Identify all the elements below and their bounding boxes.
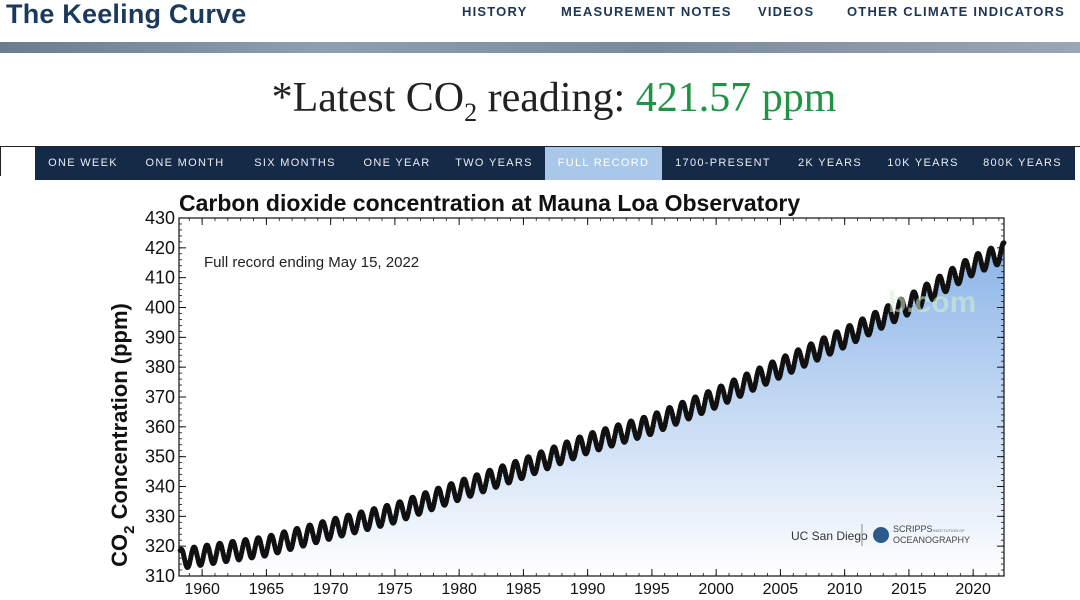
tab-2k-years[interactable]: 2K YEARS	[797, 157, 862, 169]
y-tick-label: 400	[145, 298, 175, 318]
tab-10k-years[interactable]: 10K YEARS	[887, 157, 959, 169]
top-header: The Keeling Curve HISTORY MEASUREMENT NO…	[0, 0, 1080, 42]
x-tick-label: 1960	[184, 581, 220, 598]
y-tick-label: 350	[145, 447, 175, 467]
reading-subscript: 2	[464, 98, 478, 127]
data-point	[1001, 240, 1007, 246]
tab-six-months[interactable]: SIX MONTHS	[254, 157, 336, 169]
svg-text:CO2 Concentration (ppm): CO2 Concentration (ppm)	[107, 303, 138, 567]
y-tick-label: 430	[145, 208, 175, 228]
scripps-logo-line2: INSTITUTION OF	[933, 528, 965, 533]
x-tick-label: 1990	[570, 581, 606, 598]
y-tick-label: 340	[145, 477, 175, 497]
ucsd-logo: UC San Diego	[791, 529, 868, 543]
co2-chart: Carbon dioxide concentration at Mauna Lo…	[107, 190, 1007, 598]
x-tick-label: 2000	[698, 581, 734, 598]
y-label-co: CO	[107, 534, 132, 567]
x-tick-label: 1980	[441, 581, 477, 598]
y-tick-label: 410	[145, 268, 175, 288]
divider-left	[0, 146, 1, 176]
latest-reading: *Latest CO2 reading: 421.57 ppm	[0, 74, 1080, 127]
x-tick-label: 1975	[377, 581, 413, 598]
data-points	[177, 240, 1007, 570]
y-label-sub: 2	[121, 526, 138, 534]
site-title[interactable]: The Keeling Curve	[6, 0, 247, 29]
y-label-rest: Concentration (ppm)	[107, 303, 132, 525]
y-tick-label: 380	[145, 357, 175, 377]
plot-area: 310 320 330 340 350 360 370 380 390 400 410 420 430 1…	[145, 208, 1007, 598]
nav-measurement-notes[interactable]: MEASUREMENT NOTES	[561, 4, 732, 19]
x-tick-label: 2020	[955, 581, 991, 598]
tab-one-month[interactable]: ONE MONTH	[145, 157, 225, 169]
x-tick-label: 2015	[891, 581, 927, 598]
divider	[0, 146, 1080, 147]
header-banner	[0, 42, 1080, 53]
y-tick-label: 320	[145, 536, 175, 556]
y-tick-label: 370	[145, 387, 175, 407]
reading-value: 421.57 ppm	[635, 75, 837, 121]
y-tick-label: 420	[145, 238, 175, 258]
reading-prefix: *Latest CO	[271, 75, 465, 121]
x-tick-label: 1970	[313, 581, 349, 598]
nav-other-climate-indicators[interactable]: OTHER CLIMATE INDICATORS	[847, 4, 1066, 19]
x-tick-label: 1995	[634, 581, 670, 598]
y-axis-label: CO2 Concentration (ppm)	[107, 303, 138, 567]
chart-annotation: Full record ending May 15, 2022	[204, 254, 419, 271]
y-tick-label: 330	[145, 506, 175, 526]
x-tick-label: 2005	[763, 581, 799, 598]
scripps-globe-icon	[873, 527, 889, 543]
tab-one-week[interactable]: ONE WEEK	[48, 157, 118, 169]
y-tick-label: 390	[145, 327, 175, 347]
tab-800k-years[interactable]: 800K YEARS	[983, 157, 1062, 169]
x-tick-label: 2010	[827, 581, 863, 598]
tab-one-year[interactable]: ONE YEAR	[363, 157, 431, 169]
x-tick-label: 1965	[249, 581, 285, 598]
x-tick-label: 1985	[506, 581, 542, 598]
y-tick-label: 310	[145, 566, 175, 586]
time-range-tabs: ONE WEEK ONE MONTH SIX MONTHS ONE YEAR T…	[35, 147, 1075, 180]
scripps-logo-line1: SCRIPPS	[893, 524, 933, 534]
watermark: b.com	[888, 286, 977, 319]
reading-middle: reading:	[477, 75, 636, 121]
tab-1700-present[interactable]: 1700-PRESENT	[675, 157, 771, 169]
tab-two-years[interactable]: TWO YEARS	[455, 157, 533, 169]
y-tick-label: 360	[145, 417, 175, 437]
tab-full-record[interactable]: FULL RECORD	[545, 147, 662, 180]
scripps-logo-line3: OCEANOGRAPHY	[893, 535, 970, 545]
logos: UC San Diego SCRIPPS INSTITUTION OF OCEA…	[791, 524, 970, 546]
nav-videos[interactable]: VIDEOS	[758, 4, 815, 19]
area-fill	[180, 242, 1004, 576]
nav-history[interactable]: HISTORY	[462, 4, 528, 19]
chart-title: Carbon dioxide concentration at Mauna Lo…	[179, 190, 800, 216]
